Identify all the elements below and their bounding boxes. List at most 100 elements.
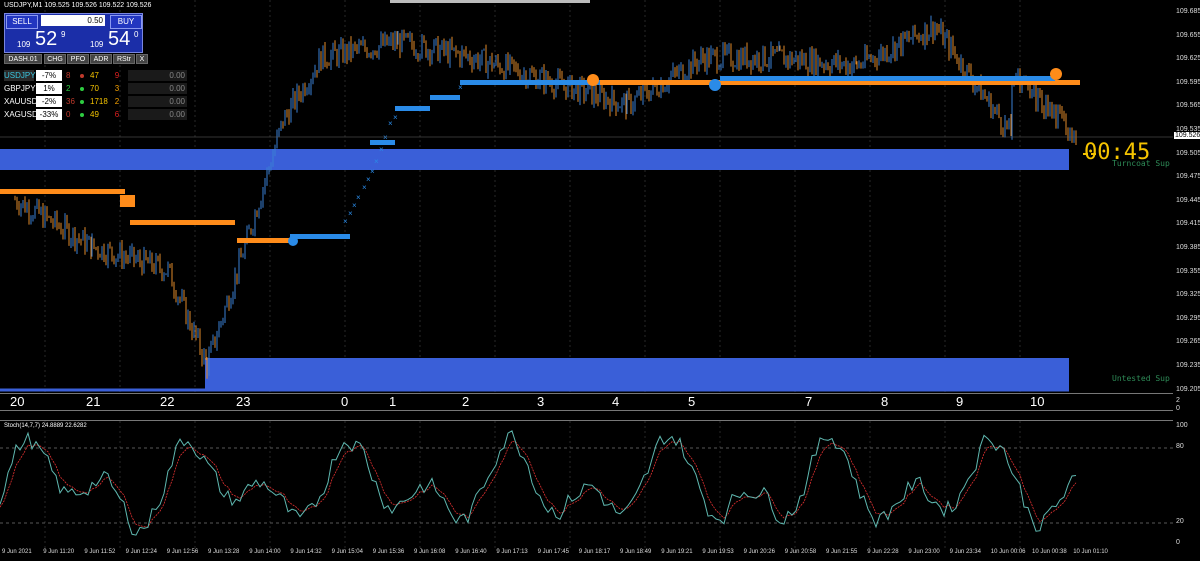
price-tick: 109.565 [1176, 102, 1200, 110]
hour-label: 22 [160, 394, 175, 409]
sell-button[interactable]: SELL [6, 15, 38, 29]
scroll-indicator[interactable] [390, 0, 590, 3]
price-tick: 109.385 [1176, 244, 1200, 251]
dash-chg: -2% [36, 96, 62, 107]
dash-close-button[interactable]: X [136, 54, 148, 64]
hour-label: 2 [462, 394, 470, 409]
time-label: 10 Jun 00:38 [1032, 549, 1067, 555]
dashboard-row[interactable]: XAUUSD -2% 36 1718 2 0.00 [4, 96, 187, 108]
x-marker: × [352, 201, 357, 210]
time-label: 9 Jun 17:13 [496, 549, 528, 555]
orange-trail-line [0, 80, 1080, 243]
status-dot-icon [80, 100, 84, 104]
price-tick: 109.205 [1176, 385, 1200, 393]
dash-header-rstr[interactable]: RStr [113, 54, 135, 64]
dashboard-row[interactable]: GBPJPY 1% 2 70 3 0.00 [4, 83, 187, 95]
x-marker: × [343, 217, 348, 226]
x-marker: × [379, 145, 384, 154]
price-tick: 109.505 [1176, 149, 1200, 157]
blue-segment [290, 234, 350, 239]
hour-axis: 20 21 22 23 0 1 2 3 4 5 7 8 9 10 [0, 393, 1173, 411]
price-tick: 109.655 [1176, 31, 1200, 39]
x-marker: × [370, 167, 375, 176]
separator-scale-label: 2 [1176, 397, 1180, 404]
time-label: 9 Jun 13:28 [208, 549, 240, 555]
price-tick: 109.325 [1176, 291, 1200, 299]
candle-countdown: 00:45 [1084, 140, 1151, 165]
price-axis[interactable]: 109.685 109.655 109.625 109.595 109.565 109.5… [1173, 0, 1200, 561]
price-tick: 109.595 [1176, 78, 1200, 86]
dash-adr: 1718 [90, 97, 108, 106]
dashboard-row[interactable]: XAGUSD -33% 0 49 6 0.00 [4, 109, 187, 121]
x-marker: × [383, 133, 388, 142]
stoch-level-label: 100 [1176, 422, 1188, 429]
buy-quote-small: 109 [90, 40, 104, 49]
hour-label: 4 [612, 394, 620, 409]
price-tick: 109.475 [1176, 173, 1200, 181]
x-marker: × [366, 175, 371, 184]
dash-adr: 47 [90, 71, 99, 80]
blue-dot-marker-2 [709, 79, 721, 91]
time-label: 9 Jun 14:32 [290, 549, 322, 555]
orange-dot-marker-2 [1050, 68, 1062, 80]
blue-trail-line: ××××××××××××× [290, 76, 1055, 239]
dash-symbol: XAUUSD [4, 97, 38, 106]
status-dot-icon [80, 74, 84, 78]
one-click-trade-panel: SELL 0.50 BUY 109 52 9 109 54 0 [4, 13, 143, 53]
orange-step [120, 195, 135, 207]
stoch-vertical-gridlines [44, 421, 1021, 549]
time-label: 9 Jun 11:20 [43, 549, 75, 555]
lot-size-field[interactable]: 0.50 [41, 15, 105, 26]
time-label: 9 Jun 17:45 [537, 549, 569, 555]
hour-label: 9 [956, 394, 964, 409]
hour-label: 5 [688, 394, 696, 409]
orange-segment [130, 220, 235, 225]
time-label: 9 Jun 20:26 [743, 549, 775, 555]
dash-value: 0.00 [128, 70, 187, 81]
hour-label: 1 [389, 394, 397, 409]
time-label: 9 Jun 15:04 [331, 549, 363, 555]
price-tick: 109.535 [1176, 126, 1200, 133]
upper-zone-label: Turncoat Sup [1112, 159, 1170, 168]
price-tick: 109.415 [1176, 220, 1200, 228]
time-label: 9 Jun 14:00 [249, 549, 281, 555]
dash-header-chg[interactable]: CHG [44, 54, 66, 64]
blue-segment [460, 80, 600, 85]
upper-support-zone [0, 149, 1069, 170]
dash-value: 0.00 [128, 109, 187, 120]
hour-label: 8 [881, 394, 889, 409]
x-marker: × [393, 113, 398, 122]
dash-tab[interactable]: DASH.01 [4, 54, 42, 64]
dash-rstr: 3 [114, 84, 120, 93]
dash-symbol: XAGUSD [4, 110, 38, 119]
hour-label: 7 [805, 394, 813, 409]
time-label: 9 Jun 19:53 [702, 549, 734, 555]
dash-header-adr[interactable]: ADR [90, 54, 112, 64]
x-marker: × [348, 209, 353, 218]
current-price-tag: 109.526 [1174, 132, 1200, 139]
hour-label: 10 [1030, 394, 1045, 409]
blue-segment [395, 106, 430, 111]
dash-value: 0.00 [128, 83, 187, 94]
status-dot-icon [80, 113, 84, 117]
vertical-gridlines [44, 0, 1021, 393]
stoch-main-line [0, 430, 1077, 536]
main-chart[interactable]: × × × × × × × × × × × × × [0, 0, 1174, 395]
stochastic-window[interactable] [0, 420, 1173, 549]
orange-dot-marker [587, 74, 599, 86]
time-label: 10 Jun 01:10 [1073, 549, 1108, 555]
x-marker: × [374, 157, 379, 166]
dash-rstr: 2 [114, 97, 120, 106]
time-label: 9 Jun 12:24 [125, 549, 157, 555]
chart-title: USDJPY,M1 109.525 109.526 109.522 109.52… [4, 2, 152, 9]
blue-segment [430, 95, 460, 100]
time-label: 9 Jun 19:21 [661, 549, 693, 555]
time-label: 9 Jun 20:58 [784, 549, 817, 555]
buy-button[interactable]: BUY [110, 15, 142, 29]
orange-segment [0, 189, 125, 194]
dash-header-pfo[interactable]: PFO [67, 54, 89, 64]
price-tick: 109.265 [1176, 338, 1200, 346]
buy-quote[interactable]: 109 54 0 [75, 28, 141, 51]
sell-quote[interactable]: 109 52 9 [7, 28, 73, 51]
dashboard-row[interactable]: USDJPY -7% 8 47 9 0.00 [4, 70, 187, 82]
